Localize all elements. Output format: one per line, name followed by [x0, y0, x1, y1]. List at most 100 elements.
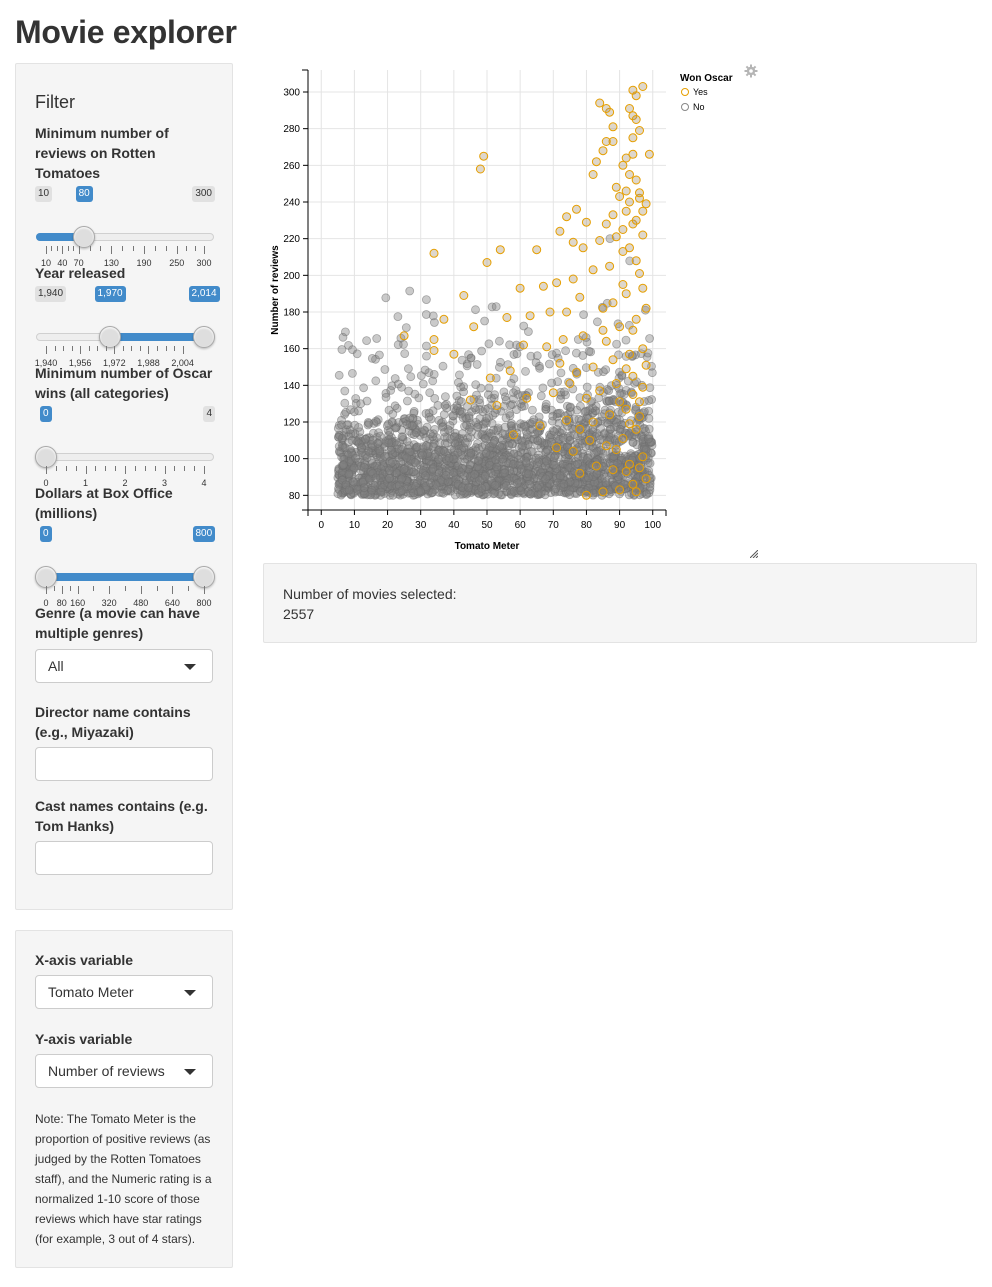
legend: Won Oscar Yes No: [680, 73, 733, 112]
slider-tick-label: 3: [161, 478, 168, 488]
y-axis-variable-select[interactable]: Number of reviews: [35, 1054, 213, 1088]
data-point: [428, 464, 438, 474]
slider-tick-label: 1: [82, 478, 89, 488]
data-point: [421, 310, 431, 319]
data-point: [368, 458, 377, 468]
data-point: [641, 303, 651, 313]
data-point: [397, 432, 407, 442]
slider-ticks: [35, 466, 215, 474]
x-axis-selected-value: Tomato Meter: [48, 984, 134, 1000]
min-oscars-slider[interactable]: 0 4 0 1 2 3 4: [35, 406, 215, 488]
slider-to-handle[interactable]: [193, 326, 215, 348]
slider-from-handle[interactable]: [99, 326, 122, 348]
cast-input[interactable]: [35, 841, 213, 875]
data-point: [480, 316, 490, 326]
year-range-slider[interactable]: 1,940 1,970 2,014 1,940 1,956 1,972 1,988 2,…: [35, 286, 220, 368]
data-point: [339, 460, 348, 470]
slider-tick: [194, 246, 196, 251]
data-point: [644, 413, 654, 423]
slider-handle[interactable]: [35, 446, 57, 468]
data-point: [509, 394, 518, 404]
slider-tick-label: 250: [169, 258, 185, 268]
data-point: [412, 442, 422, 452]
data-point: [601, 104, 611, 113]
data-point: [490, 480, 500, 490]
slider-tick: [61, 586, 63, 594]
slider-to-handle[interactable]: [193, 566, 215, 588]
slider-tick: [46, 466, 47, 474]
x-axis-variable-select[interactable]: Tomato Meter: [35, 975, 213, 1009]
data-point: [575, 468, 585, 478]
data-point: [548, 411, 558, 421]
data-point: [526, 489, 536, 499]
y-tick-label: 300: [283, 88, 300, 99]
data-point: [618, 225, 628, 234]
data-point: [583, 473, 593, 483]
data-point: [641, 474, 651, 484]
data-point: [494, 336, 504, 346]
scatter-plot[interactable]: 0 10 20 30 40 50 60 70 80 90 100 80 100 120 140 160 180 2…: [264, 60, 762, 560]
slider-max-label: 300: [192, 186, 215, 202]
slider-ticks: [35, 346, 215, 354]
data-point: [581, 363, 591, 373]
data-point: [608, 465, 618, 475]
data-point: [512, 349, 522, 359]
data-point: [562, 415, 572, 425]
data-point: [535, 363, 545, 373]
boxoffice-slider-label: Dollars at Box Office (millions): [35, 485, 173, 521]
x-tick-label: 30: [415, 520, 427, 531]
data-point: [505, 408, 514, 418]
data-point: [644, 149, 654, 159]
data-point: [581, 393, 591, 403]
boxoffice-range-slider[interactable]: 0 800 0 80 160 320 480 640 800: [35, 526, 216, 608]
data-point: [538, 383, 548, 393]
data-point: [509, 374, 519, 384]
genre-select[interactable]: All: [35, 649, 213, 683]
data-point: [439, 488, 448, 498]
x-tick-label: 0: [318, 520, 324, 531]
slider-track[interactable]: [36, 453, 214, 461]
data-point: [544, 359, 554, 369]
slider-tick: [174, 466, 176, 471]
x-tick-label: 60: [515, 520, 527, 531]
data-point: [647, 368, 657, 378]
data-point: [479, 151, 489, 161]
data-point: [605, 410, 615, 420]
data-point: [625, 349, 634, 359]
data-point: [481, 448, 491, 458]
data-point: [601, 219, 611, 229]
slider-tick: [204, 586, 205, 594]
data-point: [533, 436, 543, 446]
slider-tick: [148, 346, 150, 354]
data-point: [611, 445, 621, 454]
director-input[interactable]: [35, 747, 213, 781]
data-point: [465, 460, 475, 470]
data-point: [565, 485, 575, 495]
data-point: [453, 378, 463, 387]
data-point: [438, 361, 448, 371]
data-point: [349, 477, 358, 487]
data-point: [459, 291, 469, 300]
data-point: [628, 371, 638, 381]
data-point: [625, 459, 634, 469]
slider-tick-label: 4: [201, 478, 207, 488]
data-point: [572, 368, 581, 377]
slider-tick: [63, 346, 65, 351]
data-point: [635, 412, 644, 421]
slider-from-handle[interactable]: [35, 566, 57, 588]
min-reviews-slider[interactable]: 10 300 80 10 40 70 130 190 250 300: [35, 186, 215, 268]
slider-tick: [194, 466, 196, 471]
slider-tick: [144, 246, 146, 254]
data-point: [566, 402, 575, 412]
data-point: [556, 368, 566, 378]
gear-icon[interactable]: [744, 64, 758, 78]
data-point: [420, 365, 430, 375]
data-point: [635, 269, 644, 278]
data-point: [396, 474, 406, 484]
slider-tick: [95, 466, 97, 471]
data-point: [598, 303, 608, 313]
slider-tick: [165, 346, 167, 351]
data-point: [561, 346, 571, 356]
slider-handle[interactable]: [73, 226, 96, 248]
resize-grip-icon[interactable]: [750, 550, 758, 558]
